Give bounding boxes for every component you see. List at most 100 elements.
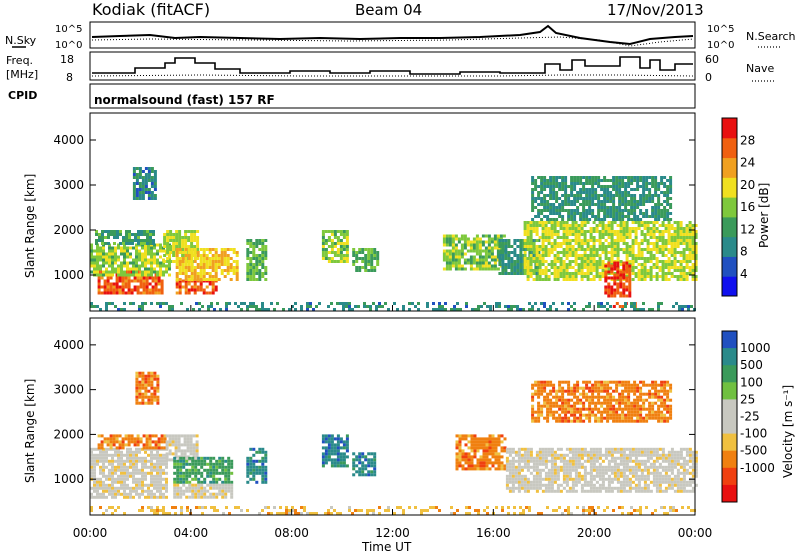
- heatmap-cell: [184, 285, 188, 289]
- heatmap-cell: [634, 456, 638, 460]
- heatmap-cell: [223, 254, 227, 257]
- heatmap-cell: [193, 266, 197, 269]
- heatmap-cell: [133, 276, 137, 280]
- heatmap-cell: [628, 227, 632, 230]
- heatmap-cell: [630, 212, 634, 215]
- heatmap-cell: [661, 278, 665, 281]
- heatmap-cell: [531, 182, 535, 185]
- heatmap-cell: [513, 263, 517, 266]
- heatmap-cell: [567, 215, 571, 218]
- heatmap-cell: [249, 257, 253, 260]
- heatmap-cell: [148, 276, 152, 280]
- heatmap-cell: [165, 489, 168, 493]
- heatmap-cell: [330, 233, 334, 236]
- heatmap-cell: [580, 239, 584, 242]
- heatmap-cell: [642, 302, 645, 305]
- heatmap-cell: [679, 254, 683, 257]
- heatmap-cell: [594, 182, 598, 185]
- heatmap-cell: [448, 264, 452, 268]
- heatmap-cell: [607, 459, 611, 463]
- heatmap-cell: [168, 443, 172, 447]
- heatmap-cell: [553, 456, 557, 460]
- heatmap-cell: [172, 251, 176, 254]
- heatmap-cell: [643, 474, 647, 478]
- heatmap-cell: [559, 453, 563, 457]
- heatmap-cell: [484, 249, 488, 253]
- heatmap-cell: [171, 305, 174, 308]
- heatmap-cell: [95, 233, 98, 236]
- heatmap-cell: [97, 276, 101, 280]
- heatmap-cell: [187, 263, 191, 266]
- heatmap-cell: [592, 242, 596, 245]
- heatmap-cell: [129, 447, 132, 451]
- heatmap-cell: [324, 434, 328, 438]
- heatmap-cell: [150, 197, 154, 200]
- heatmap-cell: [642, 179, 646, 182]
- heatmap-cell: [676, 260, 680, 263]
- heatmap-cell: [482, 440, 486, 444]
- heatmap-cell: [606, 191, 610, 194]
- heatmap-cell: [135, 179, 139, 182]
- heatmap-cell: [479, 461, 483, 465]
- heatmap-cell: [193, 254, 197, 257]
- heatmap-cell: [655, 251, 659, 254]
- heatmap-cell: [153, 377, 157, 381]
- heatmap-cell: [375, 305, 378, 308]
- heatmap-cell: [573, 197, 577, 200]
- heatmap-cell: [105, 447, 108, 451]
- heatmap-cell: [200, 474, 204, 478]
- heatmap-cell: [135, 450, 138, 454]
- heatmap-cell: [634, 230, 638, 233]
- heatmap-cell: [643, 266, 647, 269]
- heatmap-cell: [169, 233, 173, 236]
- heatmap-cell: [535, 483, 539, 487]
- heatmap-cell: [309, 305, 312, 308]
- heatmap-cell: [552, 176, 556, 179]
- heatmap-cell: [580, 450, 584, 454]
- heatmap-cell: [538, 245, 542, 248]
- heatmap-cell: [541, 230, 545, 233]
- heatmap-cell: [538, 263, 542, 266]
- heatmap-cell: [156, 380, 160, 384]
- heatmap-cell: [327, 260, 331, 263]
- heatmap-cell: [592, 465, 596, 469]
- heatmap-cell: [586, 275, 590, 278]
- heatmap-cell: [261, 474, 265, 478]
- heatmap-cell: [144, 401, 148, 405]
- heatmap-cell: [173, 471, 177, 475]
- heatmap-cell: [562, 453, 566, 457]
- heatmap-cell: [570, 188, 574, 191]
- heatmap-cell: [132, 465, 135, 469]
- heatmap-cell: [580, 483, 584, 487]
- heatmap-cell: [607, 291, 611, 295]
- heatmap-cell: [537, 209, 541, 212]
- heatmap-cell: [175, 282, 179, 286]
- heatmap-cell: [442, 237, 446, 241]
- heatmap-cell: [631, 251, 635, 254]
- heatmap-cell: [93, 267, 96, 271]
- heatmap-cell: [454, 234, 458, 238]
- heatmap-cell: [141, 465, 144, 469]
- heatmap-cell: [345, 239, 349, 242]
- heatmap-cell: [615, 194, 619, 197]
- heatmap-cell: [491, 455, 495, 459]
- heatmap-cell: [535, 462, 539, 466]
- heatmap-cell: [601, 471, 605, 475]
- heatmap-cell: [132, 273, 135, 277]
- heatmap-cell: [108, 486, 111, 490]
- heatmap-cell: [613, 239, 617, 242]
- heatmap-cell: [102, 471, 105, 475]
- heatmap-cell: [625, 230, 629, 233]
- heatmap-cell: [99, 308, 102, 311]
- heatmap-cell: [643, 272, 647, 275]
- heatmap-cell: [261, 260, 265, 263]
- heatmap-cell: [595, 254, 599, 257]
- heatmap-cell: [174, 440, 178, 444]
- heatmap-cell: [345, 455, 349, 459]
- heatmap-cell: [451, 258, 455, 262]
- heatmap-cell: [191, 486, 195, 490]
- heatmap-cell: [159, 489, 162, 493]
- heatmap-cell: [188, 495, 192, 499]
- heatmap-cell: [208, 251, 212, 254]
- heatmap-cell: [574, 278, 578, 281]
